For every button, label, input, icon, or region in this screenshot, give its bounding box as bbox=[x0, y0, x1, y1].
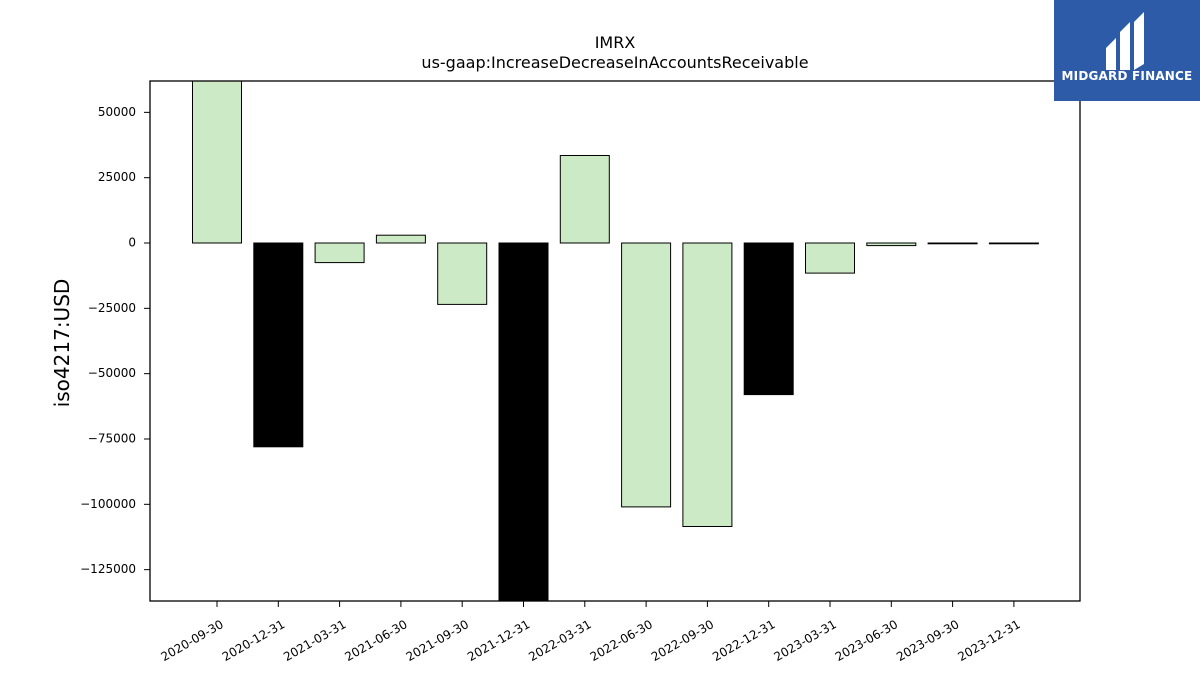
y-tick-label: −75000 bbox=[88, 431, 136, 445]
x-tick-label: 2023-09-30 bbox=[894, 617, 961, 664]
x-tick-label: 2020-09-30 bbox=[158, 617, 225, 664]
bar-2021-12-31 bbox=[498, 242, 549, 602]
y-tick-label: −25000 bbox=[88, 301, 136, 315]
bar-2021-06-30 bbox=[375, 234, 426, 244]
bar-2021-09-30 bbox=[437, 242, 488, 305]
y-tick-label: −50000 bbox=[88, 366, 136, 380]
x-tick-label: 2021-12-31 bbox=[465, 617, 532, 664]
bar-2023-06-30 bbox=[866, 242, 917, 247]
midgard-finance-logo: MIDGARD FINANCE bbox=[1054, 0, 1200, 101]
y-tick-label: −125000 bbox=[80, 562, 136, 576]
x-tick-label: 2023-06-30 bbox=[833, 617, 900, 664]
bar-2022-03-31 bbox=[559, 155, 610, 244]
y-axis-ticks: 50000 25000 0 −25000 −50000 −75000 −100000 −125… bbox=[80, 105, 150, 576]
bar-2023-09-30 bbox=[927, 242, 978, 245]
x-tick-label: 2021-06-30 bbox=[342, 617, 409, 664]
x-tick-label: 2023-12-31 bbox=[955, 617, 1022, 664]
x-tick-label: 2020-12-31 bbox=[220, 617, 287, 664]
bar-2023-12-31 bbox=[988, 242, 1039, 245]
bar-2021-03-31 bbox=[314, 242, 365, 264]
midgard-logo-icon bbox=[1106, 12, 1144, 70]
bar-2020-12-31 bbox=[253, 242, 304, 448]
y-tick-label: 25000 bbox=[98, 170, 136, 184]
x-axis-ticks: 2020-09-302020-12-312021-03-312021-06-30… bbox=[158, 601, 1023, 664]
bars-group bbox=[192, 80, 1039, 602]
x-tick-label: 2021-03-31 bbox=[281, 617, 348, 664]
chart-title: IMRX bbox=[595, 33, 636, 52]
bar-2020-09-30 bbox=[192, 80, 242, 244]
y-tick-label: 0 bbox=[128, 236, 136, 250]
x-tick-label: 2022-06-30 bbox=[588, 617, 655, 664]
bar-2022-12-31 bbox=[743, 242, 794, 396]
x-tick-label: 2022-03-31 bbox=[526, 617, 593, 664]
x-tick-label: 2022-09-30 bbox=[649, 617, 716, 664]
y-tick-label: 50000 bbox=[98, 105, 136, 119]
chart-subtitle: us-gaap:IncreaseDecreaseInAccountsReceiv… bbox=[421, 53, 808, 72]
plot-frame bbox=[149, 80, 1081, 602]
x-tick-label: 2023-03-31 bbox=[771, 617, 838, 664]
bar-2022-06-30 bbox=[621, 242, 672, 508]
y-axis-label: iso4217:USD bbox=[50, 279, 74, 408]
bar-2023-03-31 bbox=[805, 242, 855, 274]
logo-text: MIDGARD FINANCE bbox=[1061, 69, 1193, 83]
y-tick-label: −100000 bbox=[80, 497, 136, 511]
x-tick-label: 2022-12-31 bbox=[710, 617, 777, 664]
bar-2022-09-30 bbox=[682, 242, 733, 527]
x-tick-label: 2021-09-30 bbox=[404, 617, 471, 664]
